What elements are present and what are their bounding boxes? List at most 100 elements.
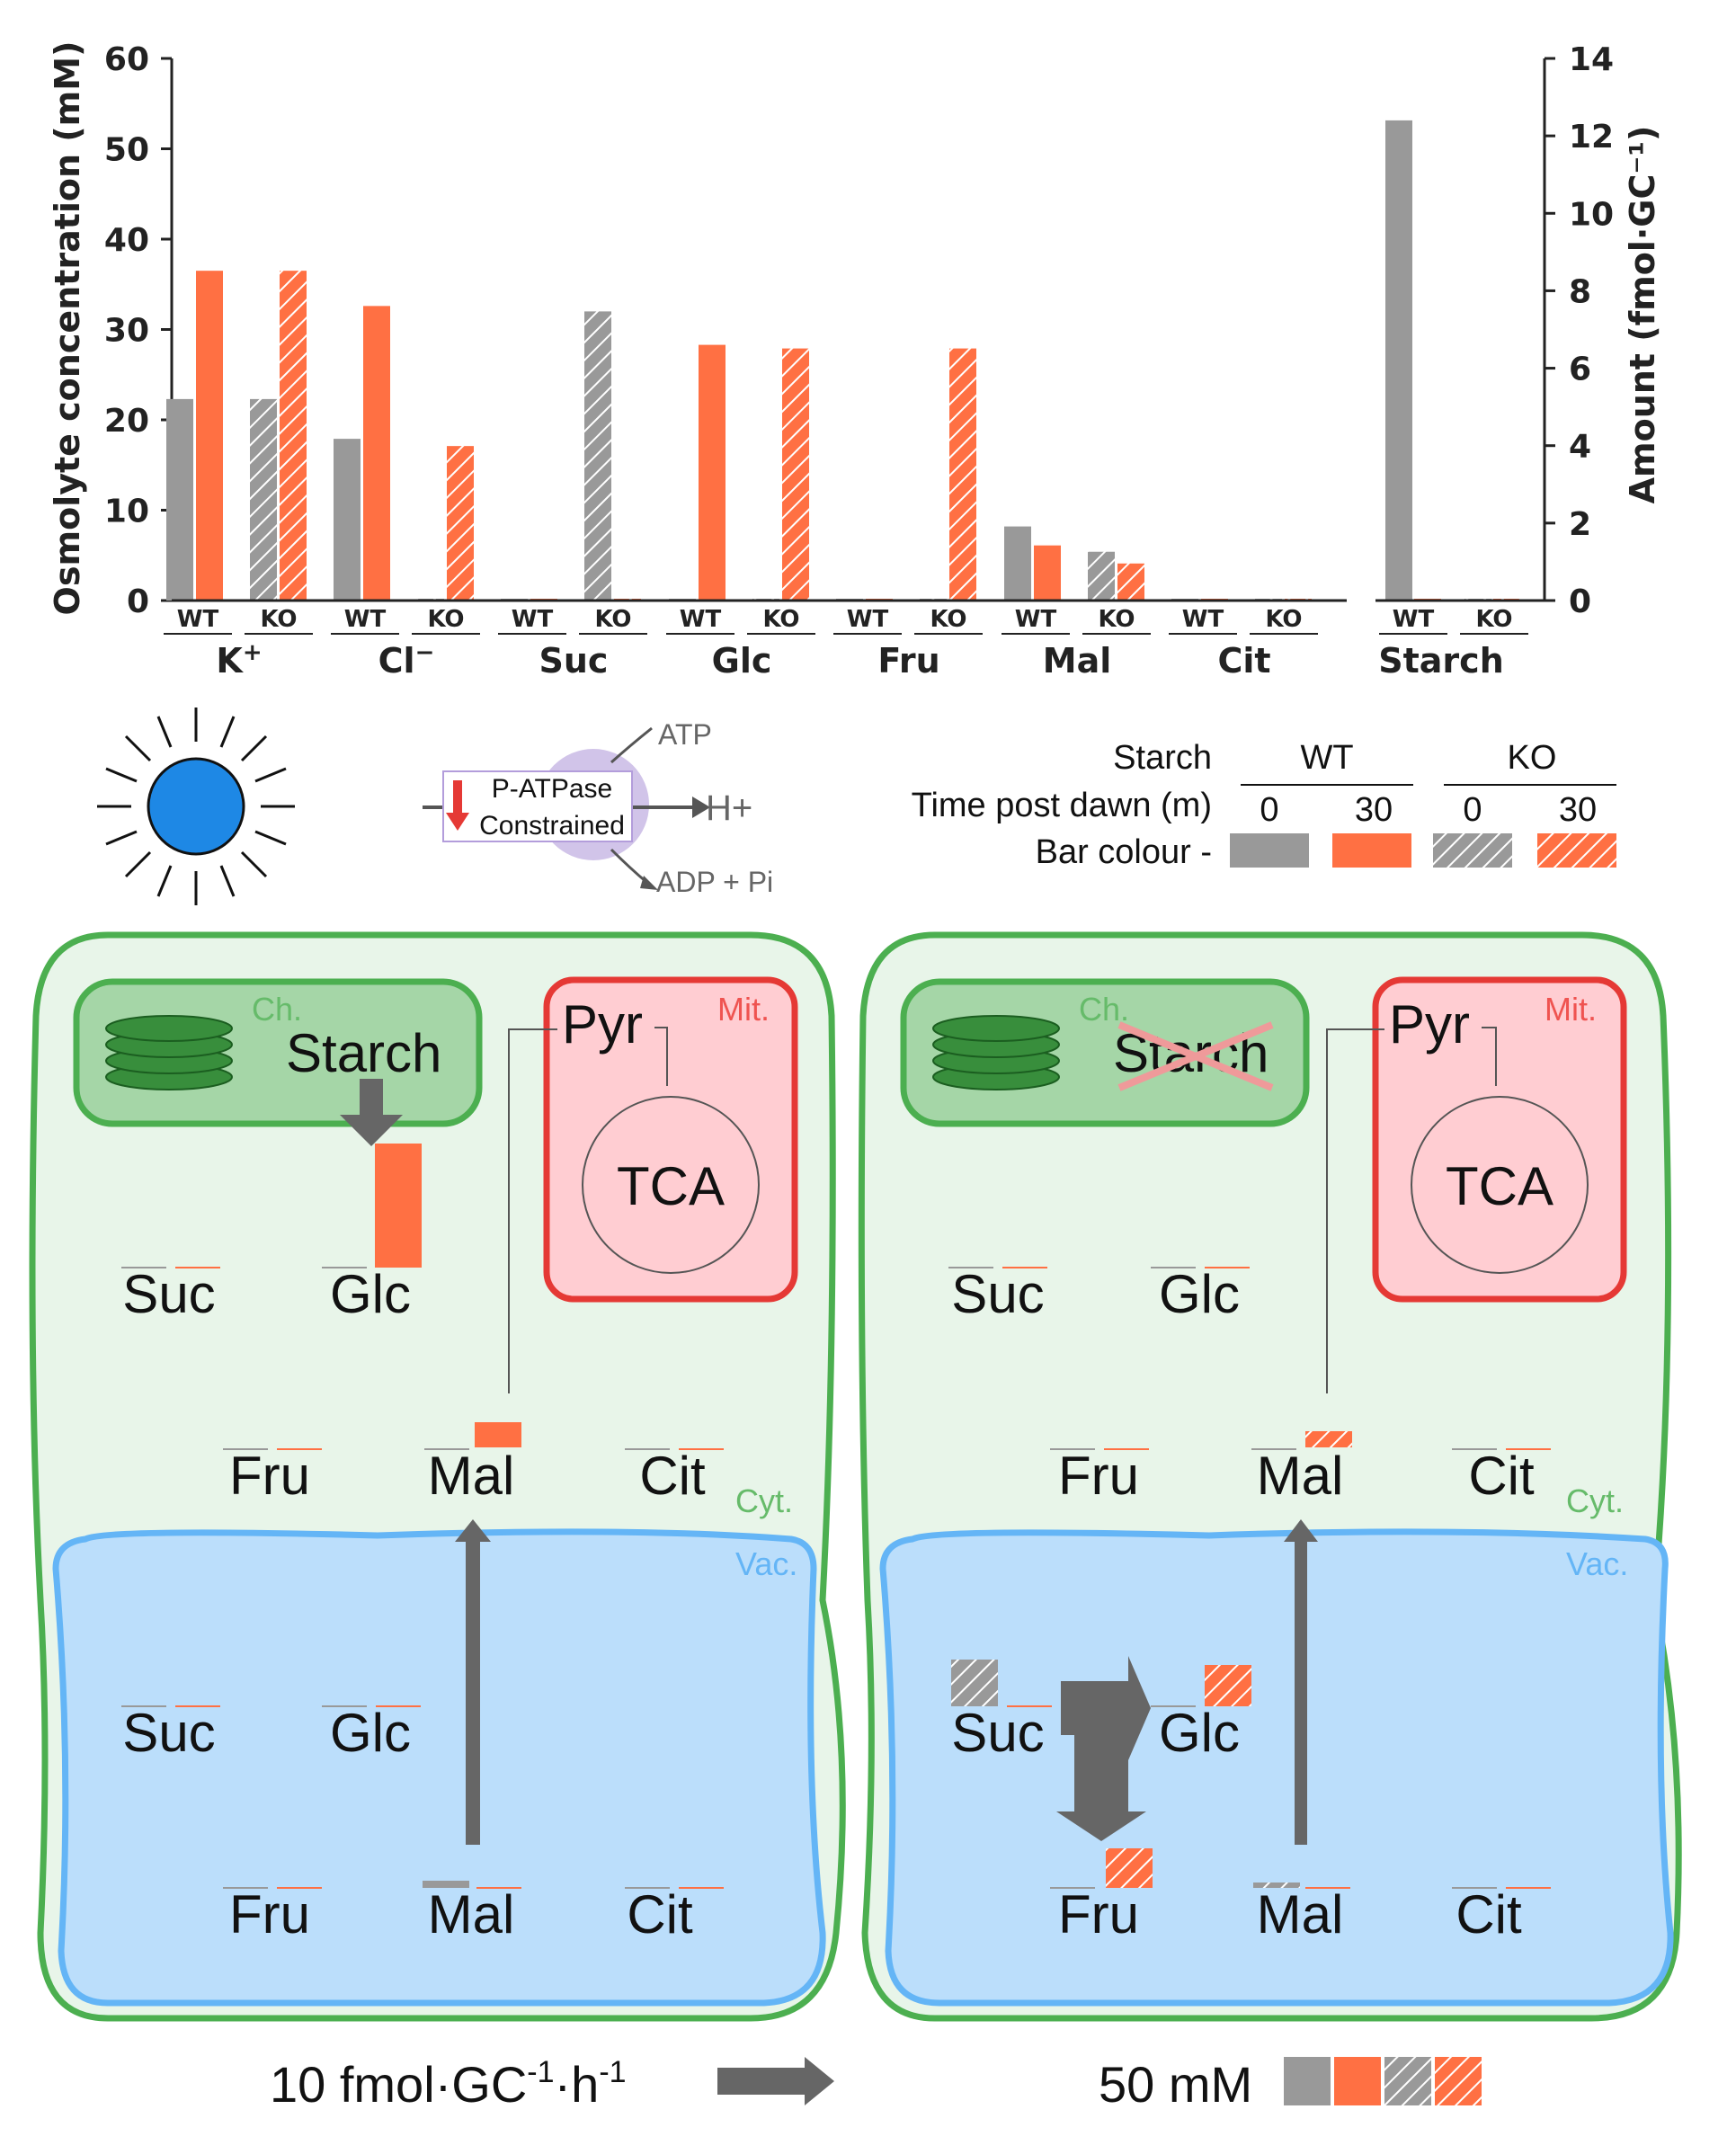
bar-ko-0-k: [250, 398, 277, 601]
group-label: Glc: [712, 641, 772, 681]
group-label: Cl−: [378, 639, 435, 681]
wt-glc-cyt-label: Glc: [330, 1264, 411, 1324]
wt-starch-label: Starch: [286, 1023, 441, 1083]
flux-scale-arrow-head: [805, 2057, 834, 2105]
bar-ko-0-suc: [584, 311, 611, 601]
proton-label: H+: [706, 788, 752, 828]
ko-suc-cyt-label: Suc: [951, 1264, 1044, 1324]
bar-wt-0-cl: [334, 439, 361, 601]
y-axis-label: Osmolyte concentration (mM): [48, 41, 87, 616]
subgroup-label-wt: WT: [1015, 606, 1057, 633]
sun-icon: [97, 708, 295, 905]
subgroup-label-wt: WT: [1182, 606, 1224, 633]
ko-starch-label: Starch: [1113, 1023, 1269, 1083]
ko-suc-vac-label: Suc: [951, 1703, 1044, 1763]
wt-mal-vac-label: Mal: [428, 1884, 515, 1945]
bar-wt-0-starch: [1385, 120, 1412, 601]
thylakoid-stack-icon: [932, 1015, 1060, 1090]
legend-time-30b: 30: [1559, 791, 1597, 829]
wt-glc-vac-label: Glc: [330, 1703, 411, 1763]
y2-tick-label: 4: [1569, 429, 1591, 466]
legend-ko: KO: [1508, 739, 1557, 777]
legend-time-label: Time post dawn (m): [912, 787, 1212, 824]
subgroup-label-wt: WT: [1393, 606, 1435, 633]
ko-cit-cyt-label: Cit: [1468, 1446, 1535, 1506]
y-tick-label: 20: [104, 403, 149, 440]
ko-mal-vac-label: Mal: [1257, 1884, 1344, 1945]
atp-label: ATP: [658, 718, 712, 751]
wt-suc-cyt-label: Suc: [122, 1264, 215, 1324]
ko-ch-label: Ch.: [1079, 991, 1129, 1028]
bar-ko-0-mal: [1088, 551, 1115, 601]
ko-pyr-label: Pyr: [1389, 994, 1470, 1055]
wt-tca-label: TCA: [617, 1156, 725, 1216]
ko-suc-vac-bar: [951, 1660, 998, 1706]
wt-mal-cyt-label: Mal: [428, 1446, 515, 1506]
legend-swatch-ko-0: [1433, 833, 1512, 868]
y2-tick-label: 8: [1569, 273, 1591, 310]
right-y-ticks: 0 2 4 6 8 10 12 14: [1545, 41, 1614, 620]
subgroup-label-ko: KO: [427, 606, 464, 633]
ko-tca-label: TCA: [1446, 1156, 1553, 1216]
group-label: Mal: [1043, 641, 1111, 681]
legend-title: Starch: [1113, 739, 1212, 777]
ko-mal-vac-bar: [1253, 1883, 1300, 1888]
ko-cit-vac-label: Cit: [1456, 1884, 1522, 1945]
ko-mit-label: Mit.: [1545, 991, 1597, 1028]
wt-cit-vac-label: Cit: [627, 1884, 693, 1945]
y2-tick-label: 0: [1569, 583, 1591, 620]
ko-glc-vac-bar: [1205, 1665, 1251, 1706]
conc-swatch-wt-30: [1334, 2057, 1381, 2105]
ko-vac-label: Vac.: [1566, 1545, 1628, 1582]
y2-tick-label: 12: [1569, 119, 1614, 156]
subgroup-label-wt: WT: [680, 606, 722, 633]
bars: [166, 120, 1545, 602]
subgroup-label-ko: KO: [1098, 606, 1135, 633]
x-labels: WT KO K+ WT KO Cl− WT KO Suc WT KO Glc WT KO Fru WT KO Ma…: [164, 606, 1528, 681]
ko-mal-cyt-label: Mal: [1257, 1446, 1344, 1506]
ko-fru-vac-bar: [1106, 1848, 1153, 1888]
group-label: K+: [216, 639, 262, 681]
bar-ko-30-glc: [782, 348, 809, 601]
wt-mal-cyt-bar: [475, 1422, 521, 1447]
bar-ko-30-fru: [949, 348, 976, 601]
legend-time-0b: 0: [1463, 791, 1482, 829]
legend: Starch WT KO Time post dawn (m) 0 30 0 3…: [912, 739, 1616, 871]
thylakoid-stack-icon: [105, 1015, 233, 1090]
bar-wt-30-cl: [363, 306, 390, 601]
conc-swatch-ko-30: [1435, 2057, 1482, 2105]
y2-tick-label: 6: [1569, 352, 1591, 388]
bar-wt-30-mal: [1034, 545, 1061, 601]
y2-tick-label: 10: [1569, 196, 1614, 233]
subgroup-label-ko: KO: [930, 606, 966, 633]
legend-swatch-ko-30: [1537, 833, 1616, 868]
y2-axis-label: Amount (fmol·GC⁻¹): [1623, 126, 1662, 504]
bar-ko-30-cl: [447, 446, 474, 601]
starch-knockout-cross-icon: [1117, 1021, 1274, 1091]
left-y-ticks: 0 10 20 30 40 50 60: [104, 41, 172, 620]
bar-ko-30-mal: [1117, 563, 1144, 601]
proton-pump: P-ATPase Constrained ATP H+ ADP + Pi: [423, 718, 773, 898]
y-tick-label: 30: [104, 313, 149, 350]
ko-cyt-label: Cyt.: [1566, 1482, 1624, 1519]
ko-fru-vac-label: Fru: [1058, 1884, 1139, 1945]
pump-label-line2: Constrained: [479, 811, 625, 841]
subgroup-label-ko: KO: [594, 606, 631, 633]
suc-to-glc-arrow: [1056, 1656, 1151, 1841]
y2-tick-label: 14: [1569, 41, 1614, 78]
y-tick-label: 40: [104, 222, 149, 259]
flux-scale-arrow-body: [717, 2068, 807, 2095]
flux-scale-label: 10 fmol·GC-1·h-1: [270, 2055, 627, 2113]
wt-mal-vac-bar: [423, 1881, 469, 1888]
legend-time-0a: 0: [1260, 791, 1278, 829]
ko-mal-cyt-bar: [1305, 1431, 1352, 1447]
group-label: Starch: [1378, 641, 1504, 681]
ko-glc-vac-label: Glc: [1159, 1703, 1240, 1763]
wt-ch-label: Ch.: [252, 991, 302, 1028]
bar-wt-30-glc: [699, 344, 726, 601]
subgroup-label-ko: KO: [1265, 606, 1302, 633]
wt-cell: Ch. Starch Mit. Pyr TCA Suc Glc Fru Mal …: [29, 931, 846, 2022]
y-tick-label: 0: [127, 583, 149, 620]
wt-fru-vac-label: Fru: [229, 1884, 310, 1945]
